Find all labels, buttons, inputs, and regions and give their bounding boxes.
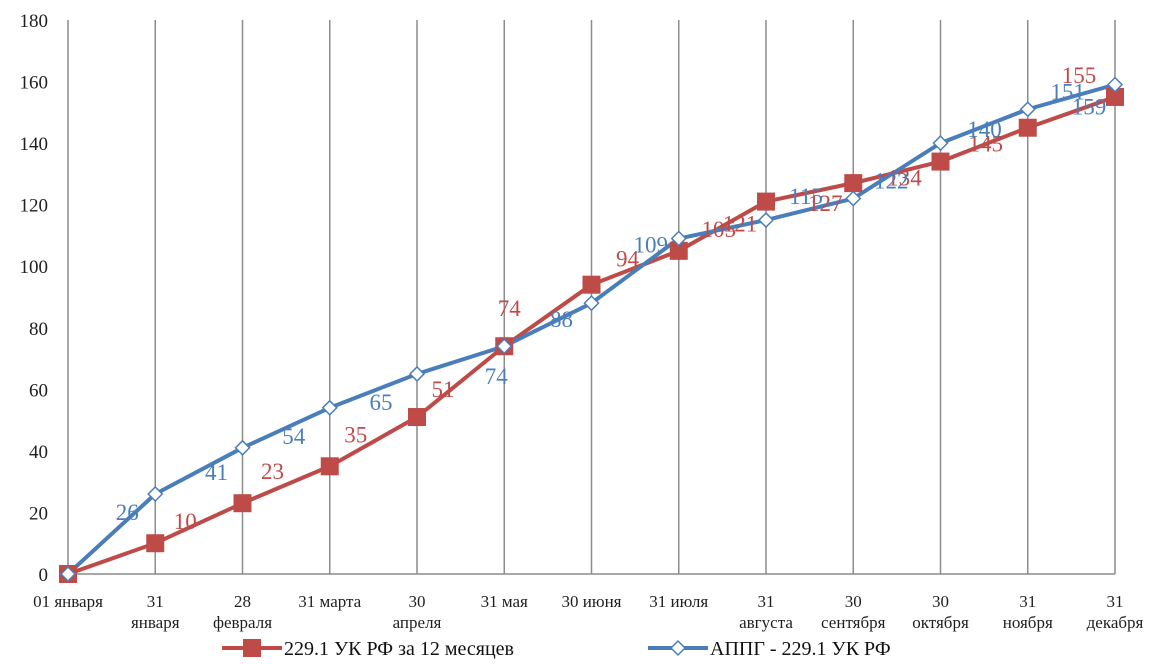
x-tick-label: 01 января: [33, 592, 103, 611]
data-point-diamond: [496, 338, 513, 355]
y-tick-label: 140: [20, 134, 49, 155]
data-label-series-1: 145: [969, 132, 1004, 157]
axes: [67, 20, 1115, 575]
legend: 229.1 УК РФ за 12 месяцев АППГ - 229.1 У…: [222, 638, 891, 660]
vertical-gridlines: [154, 20, 1116, 574]
data-point-diamond: [321, 399, 338, 416]
data-label-series-2: 115: [789, 184, 823, 209]
legend-item-series-1: 229.1 УК РФ за 12 месяцев: [222, 638, 514, 660]
data-label-series-2: 65: [370, 390, 393, 415]
data-label-series-2: 159: [1072, 95, 1107, 120]
data-label-series-1: 105: [702, 217, 737, 242]
legend-label-series-1: 229.1 УК РФ за 12 месяцев: [284, 638, 514, 660]
x-tick-label: сентября: [821, 613, 886, 632]
y-tick-label: 120: [20, 196, 49, 217]
legend-marker-diamond: [669, 639, 687, 657]
x-tick-label: февраля: [213, 613, 272, 632]
x-tick-label: 30: [845, 592, 862, 611]
legend-marker-square: [243, 639, 261, 657]
data-point-diamond: [932, 135, 949, 152]
x-axis-tick-labels: 01 января 31 января 28 февраля 31 марта 30 апре…: [33, 592, 1143, 632]
x-tick-label: января: [131, 613, 180, 632]
data-point-diamond: [1019, 101, 1036, 118]
data-label-series-2: 54: [282, 424, 306, 449]
data-point-square: [233, 494, 252, 513]
x-tick-label: 31: [1019, 592, 1036, 611]
x-tick-label: 30: [409, 592, 426, 611]
data-point-diamond: [583, 295, 600, 312]
data-point-square: [844, 174, 863, 193]
y-tick-label: 180: [20, 11, 49, 32]
data-label-series-2: 151: [1051, 79, 1086, 104]
data-point-square: [1018, 118, 1037, 137]
x-tick-label: апреля: [393, 613, 442, 632]
legend-item-series-2: АППГ - 229.1 УК РФ: [648, 638, 891, 660]
data-point-square: [146, 534, 165, 553]
data-label-series-1: 121: [723, 212, 758, 237]
x-tick-label: ноября: [1003, 613, 1053, 632]
x-tick-label: 31 марта: [298, 592, 361, 611]
data-label-series-2: 140: [967, 117, 1002, 142]
x-tick-label: 30 июня: [562, 592, 622, 611]
x-tick-label: 28: [234, 592, 251, 611]
data-label-series-1: 23: [261, 459, 284, 484]
y-tick-label: 80: [29, 319, 48, 340]
data-point-square: [931, 152, 950, 171]
data-label-series-1: 155: [1062, 63, 1097, 88]
y-tick-label: 160: [20, 73, 49, 94]
x-tick-label: 30: [932, 592, 949, 611]
data-point-diamond: [1106, 76, 1124, 93]
data-point-square: [320, 457, 339, 476]
data-label-series-2: 122: [874, 169, 909, 194]
y-tick-label: 40: [29, 442, 48, 463]
y-tick-label: 20: [29, 503, 48, 524]
x-tick-label: августа: [739, 613, 793, 632]
data-point-square: [582, 275, 601, 294]
y-tick-label: 60: [29, 380, 48, 401]
y-axis-tick-labels: 0 20 40 60 80 100 120 140 160 180: [20, 11, 49, 586]
data-point-diamond: [408, 365, 426, 383]
data-label-series-2: 88: [550, 307, 573, 332]
x-tick-label: октября: [912, 613, 969, 632]
data-label-series-1: 10: [174, 509, 197, 534]
y-tick-label: 0: [39, 565, 49, 586]
x-tick-label: 31: [1107, 592, 1124, 611]
x-tick-label: 31 мая: [481, 592, 528, 611]
x-tick-label: декабря: [1087, 613, 1144, 632]
x-tick-label: 31 июля: [649, 592, 708, 611]
data-label-series-1: 134: [887, 166, 922, 191]
y-tick-label: 100: [20, 257, 49, 278]
data-point-diamond: [59, 565, 77, 583]
series-markers: [59, 76, 1124, 583]
x-tick-label: 31: [147, 592, 164, 611]
x-tick-label: 31: [758, 592, 775, 611]
data-point-diamond: [845, 190, 862, 207]
legend-label-series-2: АППГ - 229.1 УК РФ: [710, 638, 891, 660]
data-label-series-2: 109: [634, 233, 669, 258]
data-label-series-1: 51: [432, 377, 455, 402]
data-label-series-1: 127: [808, 191, 843, 216]
data-point-diamond: [757, 211, 775, 229]
data-point-diamond: [147, 485, 164, 503]
data-label-series-1: 74: [498, 296, 522, 321]
data-point-square: [1106, 87, 1124, 106]
data-label-series-2: 26: [116, 500, 139, 525]
data-label-series-2: 41: [205, 460, 228, 485]
data-point-diamond: [670, 230, 687, 247]
data-label-series-1: 35: [344, 422, 367, 447]
data-point-square: [757, 192, 775, 211]
data-point-square: [669, 241, 688, 260]
data-point-square: [408, 408, 426, 427]
data-label-series-1: 94: [616, 247, 640, 272]
data-point-diamond: [234, 439, 251, 456]
data-label-series-2: 74: [485, 364, 509, 389]
